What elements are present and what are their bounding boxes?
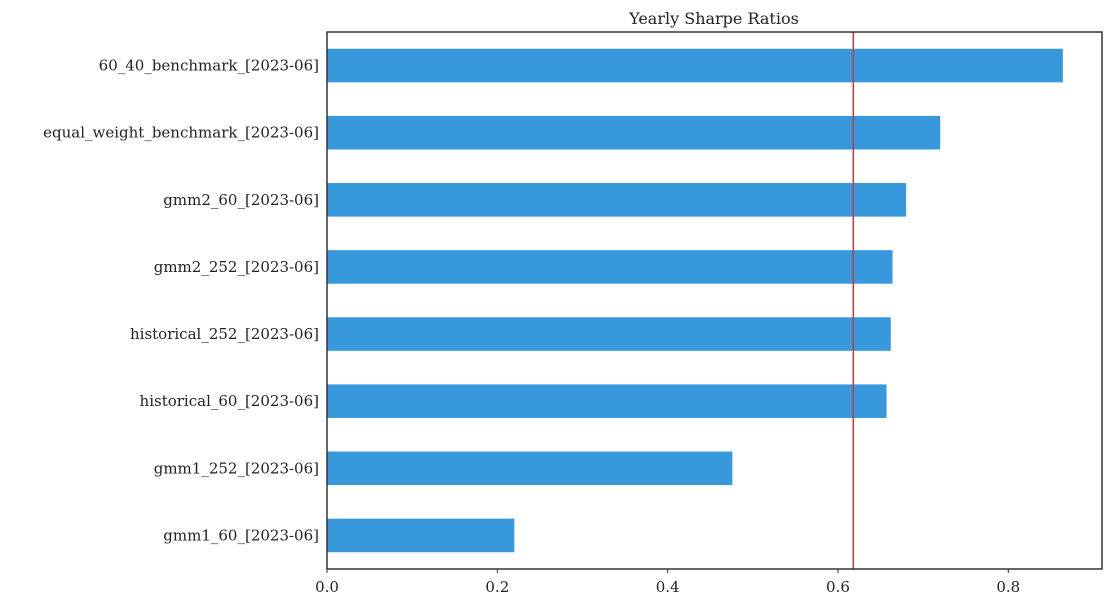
bar-0 <box>327 48 1063 83</box>
category-label: historical_60_[2023-06] <box>140 392 319 410</box>
x-ticks-group: 0.0 0.2 0.4 0.6 0.8 <box>315 569 1020 596</box>
category-label: historical_252_[2023-06] <box>130 325 319 343</box>
x-tick-label: 0.8 <box>996 578 1020 596</box>
bar-3 <box>327 250 893 284</box>
category-labels-group: 60_40_benchmark_[2023-06] equal_weight_be… <box>43 57 319 545</box>
category-label: gmm2_60_[2023-06] <box>163 191 319 209</box>
category-label: 60_40_benchmark_[2023-06] <box>99 57 319 75</box>
bar-4 <box>327 317 891 351</box>
plot-frame <box>326 31 1103 570</box>
bar-5 <box>327 384 887 418</box>
bar-1 <box>327 115 941 150</box>
x-tick-label: 0.4 <box>656 578 680 596</box>
x-tick-label: 0.6 <box>826 578 850 596</box>
bar-6 <box>327 451 733 486</box>
category-label: equal_weight_benchmark_[2023-06] <box>43 124 319 142</box>
bar-7 <box>327 518 515 553</box>
category-label: gmm2_252_[2023-06] <box>154 258 319 276</box>
x-tick-label: 0.2 <box>485 578 509 596</box>
x-tick-label: 0.0 <box>315 578 339 596</box>
bars-group <box>327 48 1063 553</box>
category-label: gmm1_60_[2023-06] <box>163 526 319 544</box>
bar-2 <box>327 183 907 217</box>
category-label: gmm1_252_[2023-06] <box>154 459 319 477</box>
chart-title: Yearly Sharpe Ratios <box>628 9 799 28</box>
